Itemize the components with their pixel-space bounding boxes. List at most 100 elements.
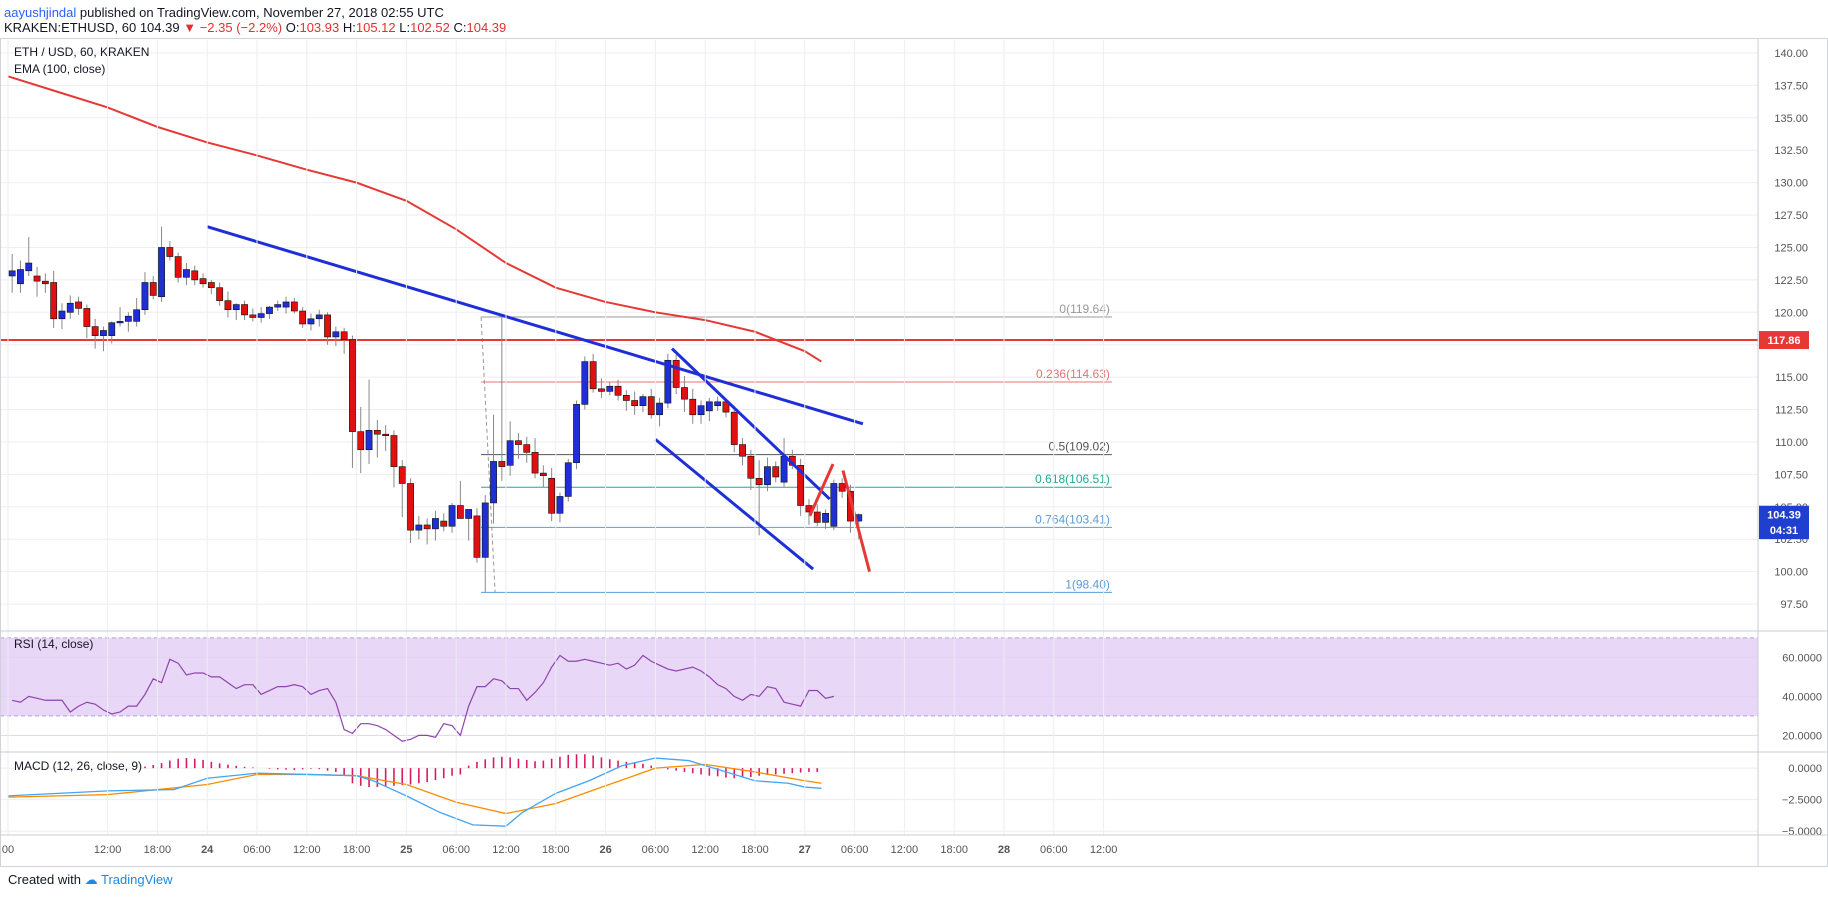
candle-body[interactable]	[91, 326, 99, 336]
candle-body[interactable]	[772, 466, 780, 478]
candle-body[interactable]	[473, 515, 481, 558]
candle-body[interactable]	[199, 278, 207, 285]
candle-body[interactable]	[357, 431, 365, 451]
candle-body[interactable]	[75, 301, 82, 309]
candle-body[interactable]	[133, 309, 141, 322]
price-pane[interactable]: 97.50100.00102.50105.00107.50110.00112.5…	[0, 45, 1809, 611]
candle-body[interactable]	[813, 511, 821, 523]
candle-body[interactable]	[299, 310, 307, 325]
candle-body[interactable]	[216, 287, 224, 301]
candle-body[interactable]	[41, 280, 49, 285]
candle-body[interactable]	[681, 387, 688, 400]
candle-body[interactable]	[332, 331, 340, 338]
candle-body[interactable]	[730, 411, 738, 445]
candle-body[interactable]	[100, 330, 107, 336]
candle-body[interactable]	[349, 339, 356, 432]
candle-body[interactable]	[232, 304, 240, 311]
candle-body[interactable]	[315, 314, 323, 320]
candle-body[interactable]	[498, 461, 506, 467]
rsi-pane[interactable]: 20.0000 40.0000 60.0000 RSI (14, close)	[0, 637, 1822, 742]
candle-body[interactable]	[398, 466, 406, 484]
candle-body[interactable]	[166, 247, 174, 257]
candle-body[interactable]	[274, 304, 282, 308]
macd-signal-line[interactable]	[7, 763, 822, 815]
candle-body[interactable]	[465, 509, 473, 519]
candle-body[interactable]	[548, 477, 556, 514]
candle-body[interactable]	[830, 483, 838, 527]
candle-body[interactable]	[266, 306, 273, 314]
candle-body[interactable]	[573, 404, 580, 464]
candle-body[interactable]	[448, 505, 456, 527]
candle-body[interactable]	[124, 315, 132, 322]
candle-body[interactable]	[456, 505, 464, 519]
projection-down-stroke[interactable]	[841, 470, 871, 573]
chart-canvas[interactable]: 97.50100.00102.50105.00107.50110.00112.5…	[0, 38, 1828, 868]
candle-body[interactable]	[423, 524, 431, 530]
ema-100-line[interactable]	[7, 75, 822, 363]
candle-body[interactable]	[224, 300, 232, 311]
candle-body[interactable]	[656, 402, 663, 416]
candle-body[interactable]	[415, 524, 423, 531]
candle-body[interactable]	[58, 310, 66, 320]
candle-body[interactable]	[390, 435, 398, 467]
candle-body[interactable]	[764, 466, 771, 486]
author-link[interactable]: aayushjindal	[4, 5, 77, 20]
candle-body[interactable]	[17, 269, 24, 285]
candle-body[interactable]	[290, 301, 298, 312]
candle-body[interactable]	[490, 461, 497, 504]
candle-body[interactable]	[755, 477, 763, 486]
candle-body[interactable]	[33, 275, 41, 282]
candle-body[interactable]	[141, 282, 149, 311]
candle-body[interactable]	[365, 430, 373, 451]
candle-body[interactable]	[631, 400, 639, 406]
candle-body[interactable]	[622, 394, 630, 401]
projection-up-stroke[interactable]	[808, 463, 835, 517]
candle-body[interactable]	[598, 388, 605, 392]
candle-body[interactable]	[83, 308, 91, 327]
candle-body[interactable]	[581, 361, 589, 405]
candle-body[interactable]	[149, 282, 157, 296]
candle-body[interactable]	[174, 256, 182, 278]
candle-body[interactable]	[556, 496, 564, 514]
candle-body[interactable]	[249, 314, 257, 318]
candle-body[interactable]	[714, 401, 722, 406]
candle-body[interactable]	[440, 520, 448, 527]
candle-body[interactable]	[672, 359, 680, 388]
candle-body[interactable]	[50, 282, 58, 320]
candle-body[interactable]	[307, 318, 315, 325]
candle-body[interactable]	[340, 331, 348, 340]
candle-body[interactable]	[158, 247, 165, 298]
candle-body[interactable]	[66, 302, 74, 313]
candle-body[interactable]	[241, 304, 248, 316]
candle-body[interactable]	[373, 430, 381, 435]
candle-body[interactable]	[257, 313, 265, 318]
candle-body[interactable]	[25, 262, 33, 272]
candle-body[interactable]	[108, 322, 116, 336]
rsi-line[interactable]	[12, 654, 834, 742]
candle-body[interactable]	[664, 359, 672, 404]
candle-body[interactable]	[8, 270, 16, 277]
candle-body[interactable]	[282, 301, 290, 308]
candle-body[interactable]	[116, 321, 124, 324]
tradingview-link[interactable]: TradingView	[101, 872, 173, 887]
candle-body[interactable]	[531, 452, 539, 474]
candle-body[interactable]	[481, 502, 489, 558]
candle-body[interactable]	[780, 455, 788, 483]
channel-upper-line[interactable]	[670, 347, 831, 501]
candle-body[interactable]	[382, 433, 390, 436]
candle-body[interactable]	[324, 314, 331, 338]
candle-body[interactable]	[739, 444, 746, 457]
candle-body[interactable]	[639, 396, 647, 406]
candle-body[interactable]	[797, 465, 805, 506]
candle-body[interactable]	[689, 398, 697, 416]
candle-body[interactable]	[523, 444, 531, 453]
candle-body[interactable]	[539, 472, 547, 476]
candle-body[interactable]	[838, 483, 846, 492]
candle-body[interactable]	[183, 269, 190, 278]
candle-body[interactable]	[207, 282, 215, 288]
candle-body[interactable]	[614, 385, 622, 396]
major-bearish-trendline[interactable]	[206, 225, 864, 426]
candle-body[interactable]	[697, 405, 705, 416]
time-axis[interactable]: 00 12:00 18:00 24 06:00 12:00 18:00 25 06:00 12:0…	[2, 844, 1117, 856]
candle-body[interactable]	[589, 361, 597, 390]
